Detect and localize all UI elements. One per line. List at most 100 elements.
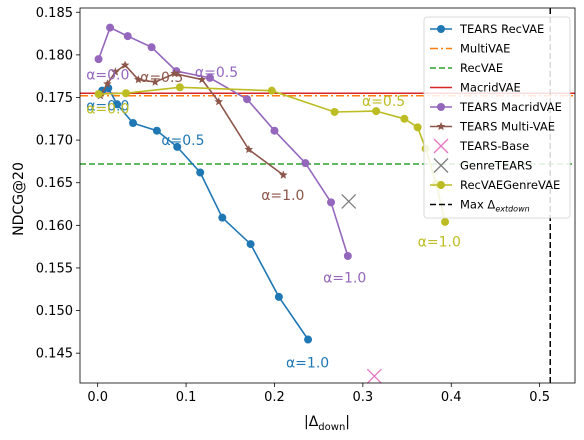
legend-item: GenreTEARS	[433, 158, 532, 173]
alpha-annotation: α=1.0	[418, 235, 461, 251]
series-tears-recvae	[98, 84, 313, 344]
data-point	[121, 89, 130, 98]
data-point	[246, 240, 255, 249]
alpha-annotation: α=0.0	[86, 102, 129, 118]
data-point	[113, 100, 122, 109]
data-point	[441, 217, 450, 226]
data-point	[147, 43, 156, 52]
data-point	[243, 95, 252, 104]
data-point	[197, 75, 207, 84]
x-tick-label: 0.4	[441, 390, 462, 405]
alpha-annotation: α=0.0	[86, 98, 129, 114]
data-point	[175, 83, 184, 92]
legend-item: TEARS-Base	[433, 138, 529, 154]
alpha-annotation: α=0.5	[195, 65, 238, 81]
data-point	[173, 142, 182, 151]
legend-swatch-marker	[433, 158, 449, 173]
y-axis-ticks: 0.145 0.150 0.155 0.160 0.165 0.170 0.175 0.180…	[36, 6, 80, 362]
legend-swatch-marker	[437, 103, 445, 111]
x-tick-label: 0.0	[87, 390, 108, 405]
x-marker-stroke	[366, 368, 382, 384]
y-axis-label: NDCG@20	[11, 162, 27, 236]
data-point	[413, 123, 422, 132]
legend-item: TEARS Multi-VAE	[430, 120, 555, 134]
y-tick-label: 0.185	[36, 6, 73, 21]
x-tick-label: 0.5	[529, 390, 550, 405]
x-marker-stroke	[433, 158, 449, 173]
data-point	[205, 73, 214, 82]
y-tick-label: 0.170	[36, 134, 73, 149]
data-point	[134, 75, 143, 84]
series-tears-base	[366, 368, 382, 384]
legend-label: TEARS-Base	[459, 139, 529, 153]
data-point	[366, 368, 382, 384]
data-point	[327, 198, 336, 207]
data-point	[106, 23, 115, 32]
legend-label: MacridVAE	[460, 81, 521, 95]
data-point	[304, 335, 313, 344]
legend-item: MultiVAE	[430, 42, 510, 56]
x-axis-ticks: 0.0 0.1 0.2 0.3 0.4 0.5	[87, 383, 550, 405]
x-axis-label-subscript: down	[318, 422, 345, 433]
data-point	[111, 67, 120, 76]
alpha-annotation: α=1.0	[323, 270, 366, 286]
legend-item: TEARS RecVAE	[430, 22, 544, 36]
legend-swatch-marker	[433, 138, 449, 154]
legend-label: MultiVAE	[460, 42, 510, 56]
legend-swatch-marker	[437, 181, 445, 189]
legend-label-subscript: extdown	[495, 205, 529, 214]
data-point	[244, 144, 254, 154]
legend: TEARS RecVAE MultiVAE RecVAE MacridVAE TEARS…	[423, 16, 571, 219]
alpha-annotation: α=0.0	[86, 68, 129, 84]
legend-item: TEARS MacridVAE	[430, 100, 562, 114]
legend-box	[423, 16, 571, 219]
series-tears-multi-vae	[96, 60, 288, 179]
alpha-annotation: α=1.0	[286, 356, 329, 372]
legend-label: TEARS RecVAE	[459, 22, 544, 36]
data-point	[218, 213, 227, 222]
data-point	[372, 107, 381, 116]
data-point	[343, 252, 352, 261]
data-point	[267, 86, 276, 95]
x-axis-label-main: |Δ	[304, 414, 319, 430]
data-point	[196, 168, 205, 177]
data-point	[279, 170, 288, 179]
data-point	[129, 119, 138, 128]
data-point	[214, 97, 224, 106]
x-tick-label: 0.3	[353, 390, 374, 405]
data-point	[301, 159, 310, 168]
alpha-annotation: α=0.5	[362, 94, 405, 110]
legend-item: MacridVAE	[430, 81, 521, 95]
legend-label: GenreTEARS	[460, 159, 532, 173]
data-point	[170, 69, 179, 78]
data-point	[341, 194, 357, 209]
legend-swatch-marker	[436, 122, 446, 131]
axes-frame	[79, 7, 576, 384]
series-tears-macridvae	[94, 23, 352, 261]
data-point	[400, 114, 409, 123]
data-point	[94, 55, 103, 64]
annotations: α=0.0 α=0.5 α=0.5α=0.0α=0.0α=0.5α=1.0α=0.5…	[86, 65, 461, 372]
x-marker-stroke	[433, 138, 449, 154]
data-point	[150, 77, 160, 86]
alpha-annotation: α=0.5	[140, 70, 183, 86]
data-point	[103, 79, 112, 88]
y-tick-label: 0.180	[36, 48, 73, 63]
legend-swatch-marker	[437, 25, 445, 33]
data-point	[330, 107, 339, 116]
data-point	[123, 32, 132, 41]
x-axis-label: |Δdown|	[304, 414, 350, 433]
legend-item: RecVAE	[430, 61, 503, 75]
legend-label: TEARS MacridVAE	[459, 100, 562, 114]
legend-label: TEARS Multi-VAE	[459, 120, 555, 134]
y-tick-label: 0.145	[36, 347, 73, 362]
x-marker-stroke	[341, 194, 357, 209]
data-point	[120, 60, 130, 69]
y-tick-label: 0.175	[36, 91, 73, 106]
y-tick-label: 0.160	[36, 219, 73, 234]
data-point	[274, 292, 283, 301]
legend-label: RecVAEGenreVAE	[460, 178, 560, 192]
series-genretears	[341, 194, 357, 209]
x-tick-label: 0.2	[264, 390, 285, 405]
